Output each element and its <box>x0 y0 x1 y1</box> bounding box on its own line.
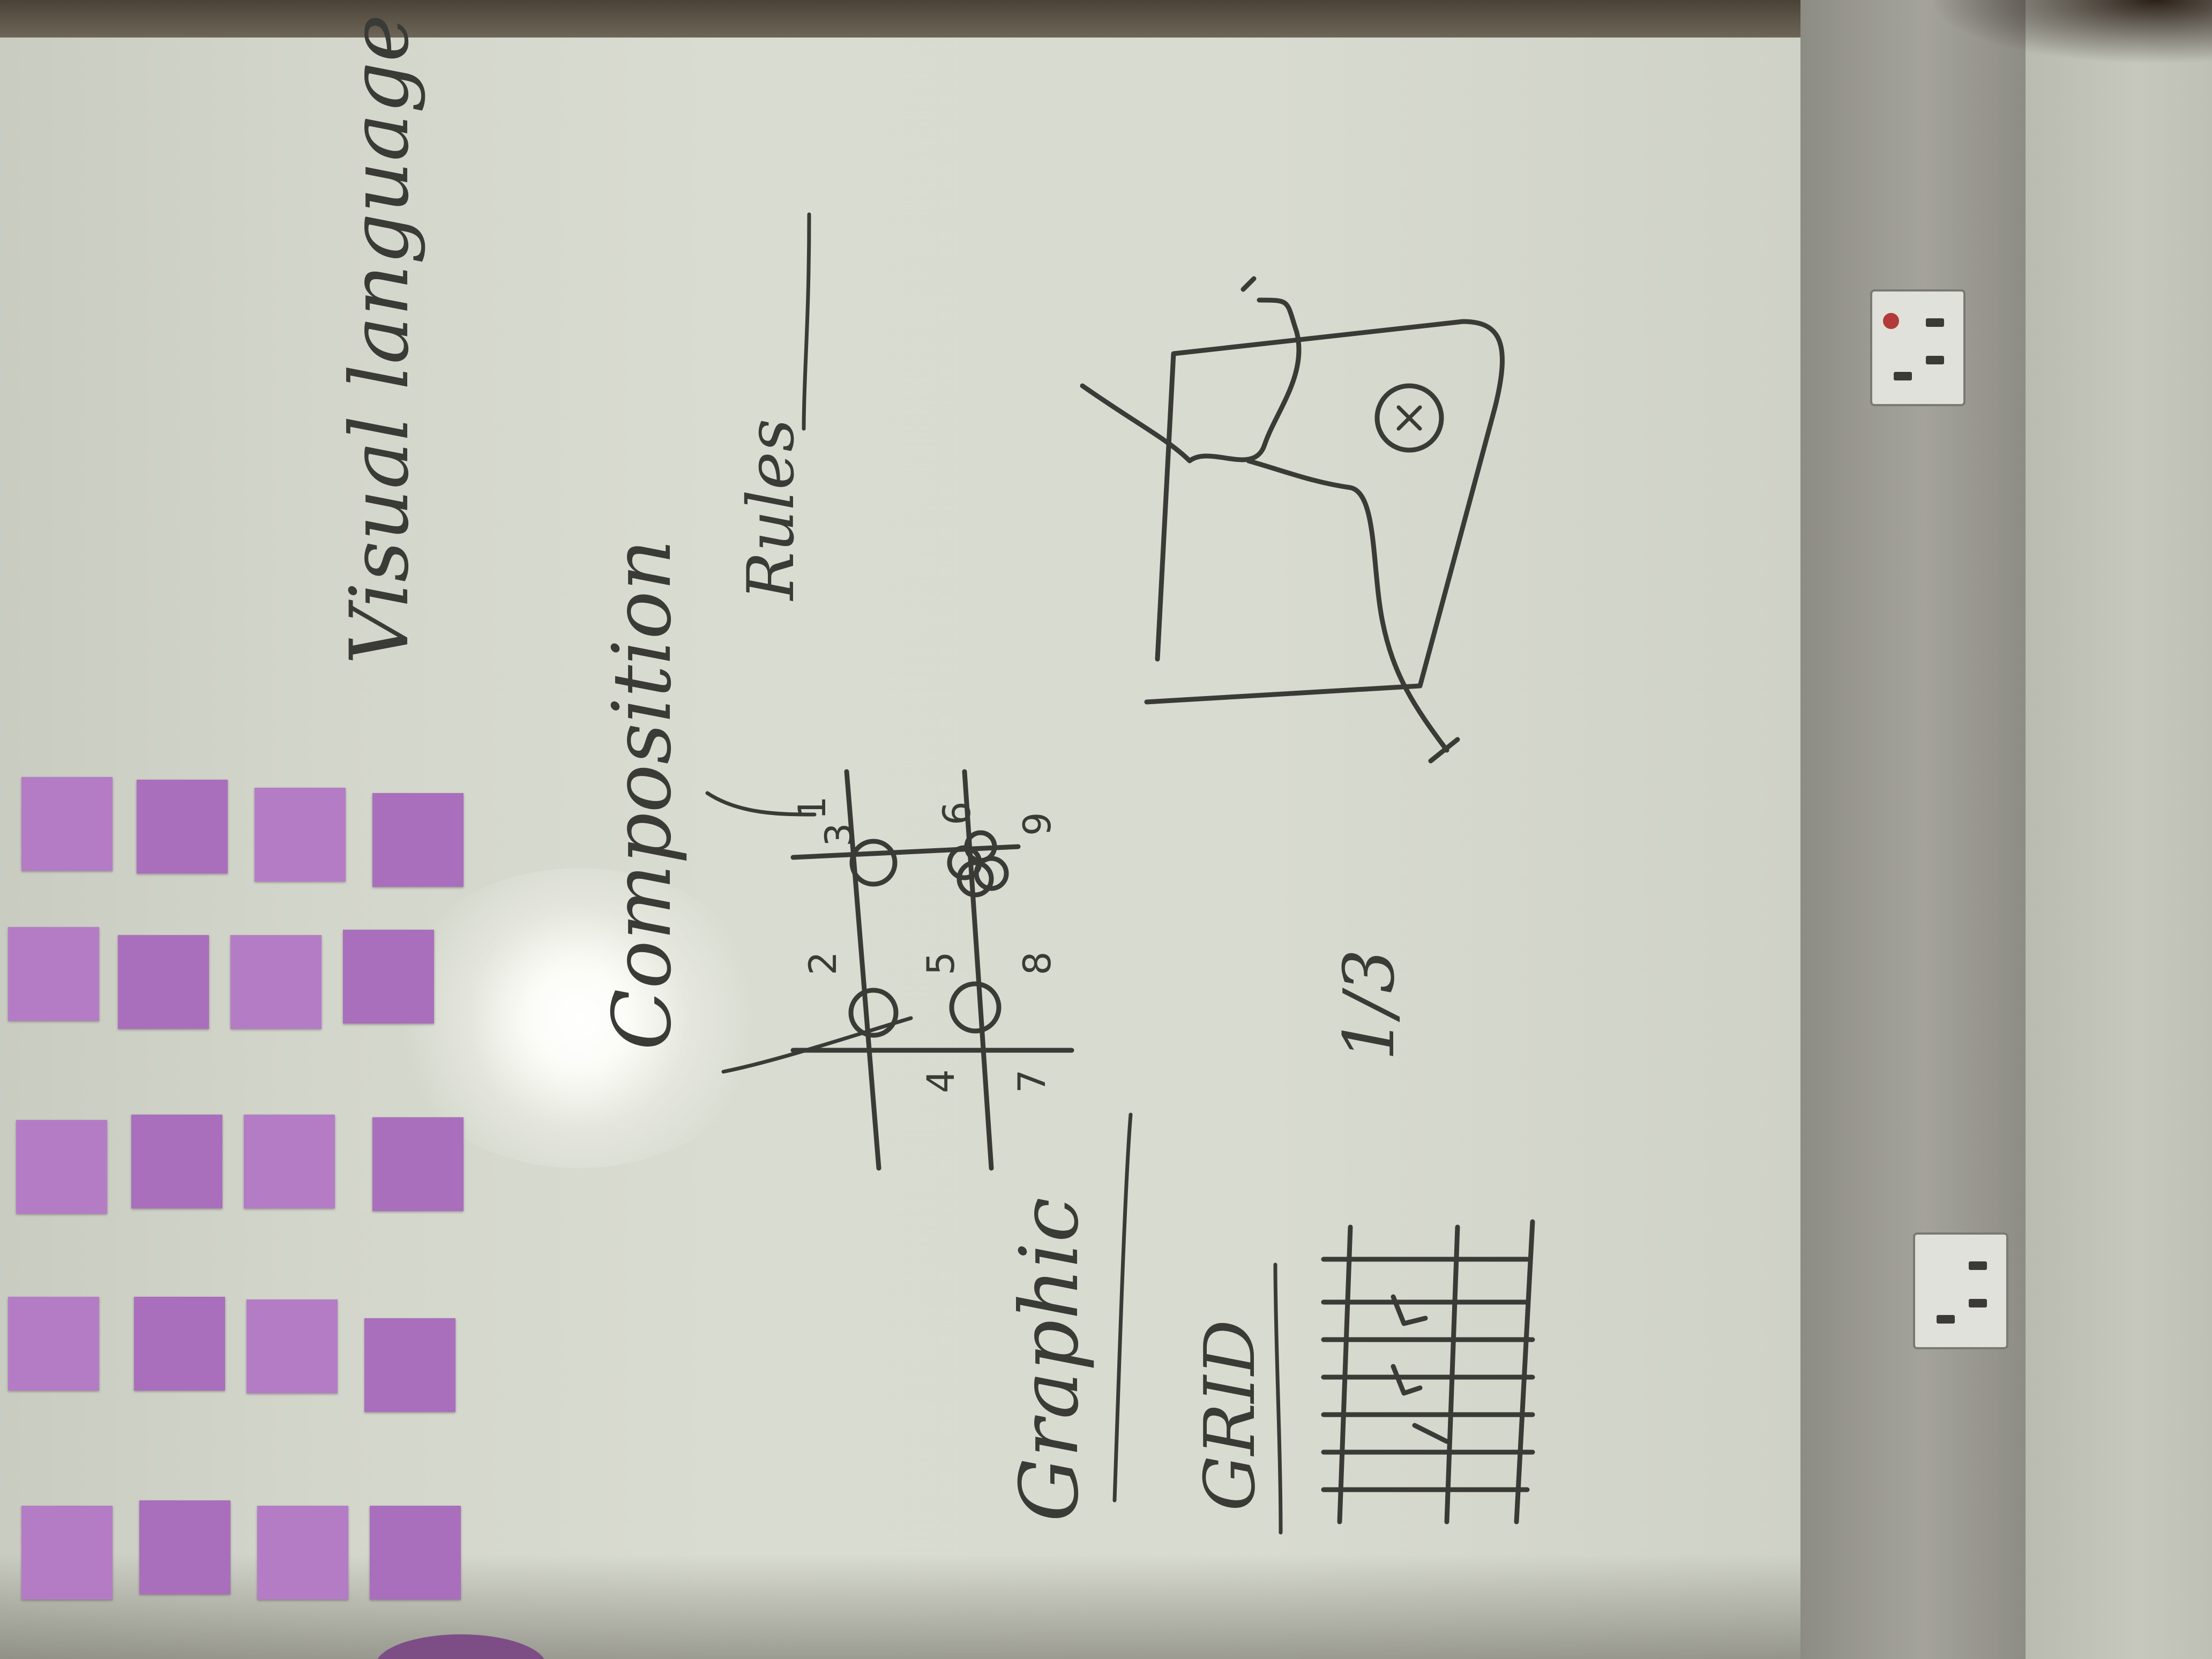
heading-visual-language: Visual language <box>333 14 427 664</box>
sticky-note <box>8 927 99 1021</box>
wall <box>2026 0 2212 1659</box>
grid-number-4: 4 <box>919 1069 963 1093</box>
heading-rules: Rules <box>734 419 809 601</box>
grid-number-9: 9 <box>1015 812 1059 836</box>
sticky-note <box>137 780 228 873</box>
sticky-note <box>246 1299 338 1393</box>
socket-switch-icon <box>1883 313 1899 329</box>
sticky-note <box>131 1115 222 1208</box>
thirds-grid-sketch <box>790 769 1074 1171</box>
power-socket <box>1870 289 1966 406</box>
heading-grid: GRID <box>1189 1320 1271 1511</box>
sticky-note <box>21 777 113 871</box>
sticky-note <box>372 1117 464 1211</box>
sticky-note <box>372 793 464 887</box>
sticky-note <box>139 1500 230 1594</box>
power-socket <box>1913 1232 2008 1349</box>
sticky-note <box>118 935 209 1029</box>
grid-number-3: 3 <box>817 823 861 847</box>
landscape-sketch <box>1080 276 1505 764</box>
heading-composition: Composition <box>596 539 689 1050</box>
sticky-note <box>343 930 434 1023</box>
sticky-note <box>21 1506 113 1600</box>
grid-number-8: 8 <box>1015 951 1059 975</box>
grid-number-5: 5 <box>919 951 963 975</box>
heading-thirds: 1/3 <box>1328 949 1410 1061</box>
sticky-note <box>255 788 346 881</box>
wall-trunking <box>1800 0 2026 1659</box>
whiteboard-top-edge <box>0 0 1800 38</box>
sticky-note <box>370 1506 461 1600</box>
grid-number-6: 6 <box>935 801 979 825</box>
sticky-note <box>8 1297 99 1391</box>
sticky-note <box>230 935 322 1029</box>
sticky-note <box>134 1297 225 1391</box>
grid-sketch <box>1321 1219 1535 1525</box>
corner-shadow <box>1929 0 2212 64</box>
heading-graphic: Graphic <box>1003 1197 1096 1522</box>
grid-number-1: 1 <box>790 796 834 820</box>
sticky-note <box>364 1318 455 1412</box>
grid-number-2: 2 <box>801 951 845 975</box>
sticky-note <box>257 1506 348 1600</box>
sticky-note <box>16 1120 107 1214</box>
sticky-note <box>244 1115 335 1208</box>
grid-number-7: 7 <box>1010 1069 1054 1093</box>
